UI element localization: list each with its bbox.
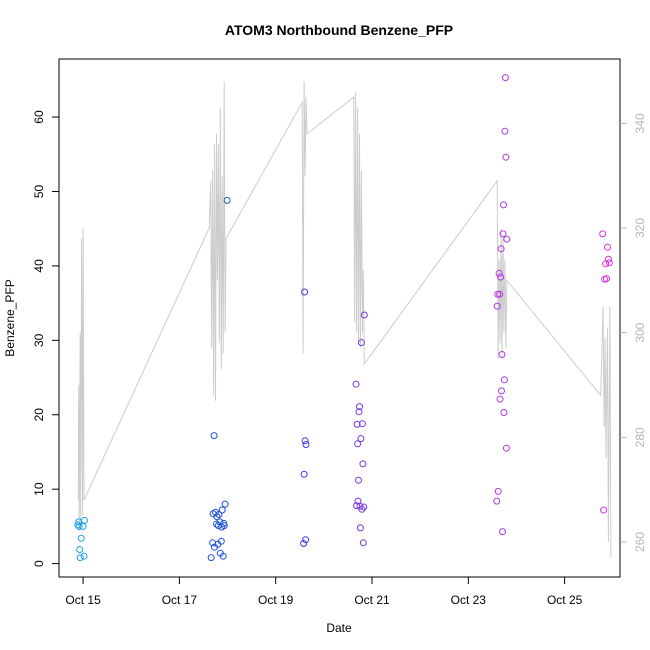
x-tick-label: Oct 17	[162, 593, 198, 607]
data-point	[301, 437, 309, 445]
x-tick-label: Oct 25	[547, 593, 583, 607]
data-point	[223, 196, 231, 204]
data-point	[353, 420, 361, 428]
data-point	[501, 74, 509, 82]
data-point	[352, 380, 360, 388]
y-axis-right: 260 280 300 320 340	[620, 113, 647, 552]
data-point	[353, 502, 361, 510]
plot-frame	[58, 58, 621, 578]
data-point	[357, 339, 365, 347]
data-point	[493, 302, 501, 310]
data-point	[356, 403, 363, 411]
data-point	[300, 470, 308, 478]
data-point	[358, 505, 366, 513]
data-point	[356, 524, 364, 532]
data-point	[359, 539, 367, 547]
data-point	[360, 311, 368, 319]
data-point	[604, 243, 611, 251]
x-axis: Oct 15 Oct 17 Oct 19 Oct 21 Oct 23 Oct 25	[65, 577, 583, 607]
data-point	[217, 537, 225, 545]
data-point	[501, 127, 509, 135]
y-tick-label: 0	[32, 560, 46, 567]
y-tick-label: 30	[32, 333, 46, 347]
data-point	[494, 487, 502, 495]
data-point	[76, 546, 84, 553]
data-point	[604, 255, 612, 263]
y2-tick-label: 280	[633, 427, 647, 447]
data-point	[357, 435, 365, 443]
data-point	[207, 554, 215, 562]
data-points	[74, 74, 613, 562]
data-point	[495, 269, 503, 277]
x-tick-label: Oct 19	[258, 593, 294, 607]
data-point	[220, 522, 228, 530]
data-point	[493, 497, 501, 505]
data-point	[500, 409, 508, 416]
data-point	[498, 387, 505, 395]
x-tick-label: Oct 15	[65, 593, 101, 607]
data-point	[358, 420, 366, 428]
x-tick-label: Oct 23	[451, 593, 487, 607]
data-point	[500, 201, 507, 209]
data-point	[75, 522, 83, 530]
y-tick-label: 40	[32, 259, 46, 273]
y2-tick-label: 300	[633, 322, 647, 342]
data-point	[359, 460, 367, 468]
data-point	[494, 290, 502, 298]
data-point	[218, 506, 226, 514]
data-point	[360, 503, 368, 511]
data-point	[302, 441, 310, 448]
data-point	[80, 552, 88, 560]
data-point	[496, 290, 504, 298]
data-point	[79, 522, 87, 530]
data-point	[500, 376, 508, 384]
data-point	[354, 440, 362, 448]
secondary-series-line	[77, 81, 612, 558]
data-point	[497, 273, 505, 281]
y-axis-label: Benzene_PFP	[3, 279, 17, 356]
data-point	[213, 513, 221, 521]
data-point	[300, 540, 308, 547]
data-point	[496, 395, 504, 403]
data-point	[81, 516, 88, 524]
data-point	[605, 259, 613, 267]
y-tick-label: 50	[32, 184, 46, 198]
y-tick-label: 60	[32, 110, 46, 124]
chart-title: ATOM3 Northbound Benzene_PFP	[225, 22, 453, 38]
secondary-series-polyline	[77, 81, 612, 558]
data-point	[497, 245, 505, 253]
data-point	[301, 288, 309, 296]
y-axis: 0 10 20 30 40 50 60	[32, 110, 59, 567]
data-point	[499, 230, 507, 238]
x-axis-label: Date	[326, 621, 352, 635]
data-point	[355, 476, 362, 484]
data-point	[302, 536, 310, 544]
data-point	[210, 432, 218, 440]
data-point	[221, 500, 229, 508]
data-point	[503, 235, 511, 243]
y2-tick-label: 340	[633, 113, 647, 133]
y2-tick-label: 320	[633, 218, 647, 238]
x-tick-label: Oct 21	[354, 593, 390, 607]
data-point	[499, 528, 506, 536]
data-point	[215, 511, 223, 518]
y-tick-label: 20	[32, 408, 46, 422]
data-point	[76, 554, 84, 562]
data-point	[502, 153, 510, 161]
data-point	[502, 444, 510, 452]
y-tick-label: 10	[32, 482, 46, 496]
data-point	[600, 506, 608, 514]
y2-tick-label: 260	[633, 532, 647, 552]
data-point	[498, 351, 506, 358]
data-point	[77, 534, 85, 542]
data-point	[219, 552, 227, 560]
data-point	[355, 408, 363, 416]
data-point	[599, 230, 607, 238]
data-point	[603, 275, 610, 283]
